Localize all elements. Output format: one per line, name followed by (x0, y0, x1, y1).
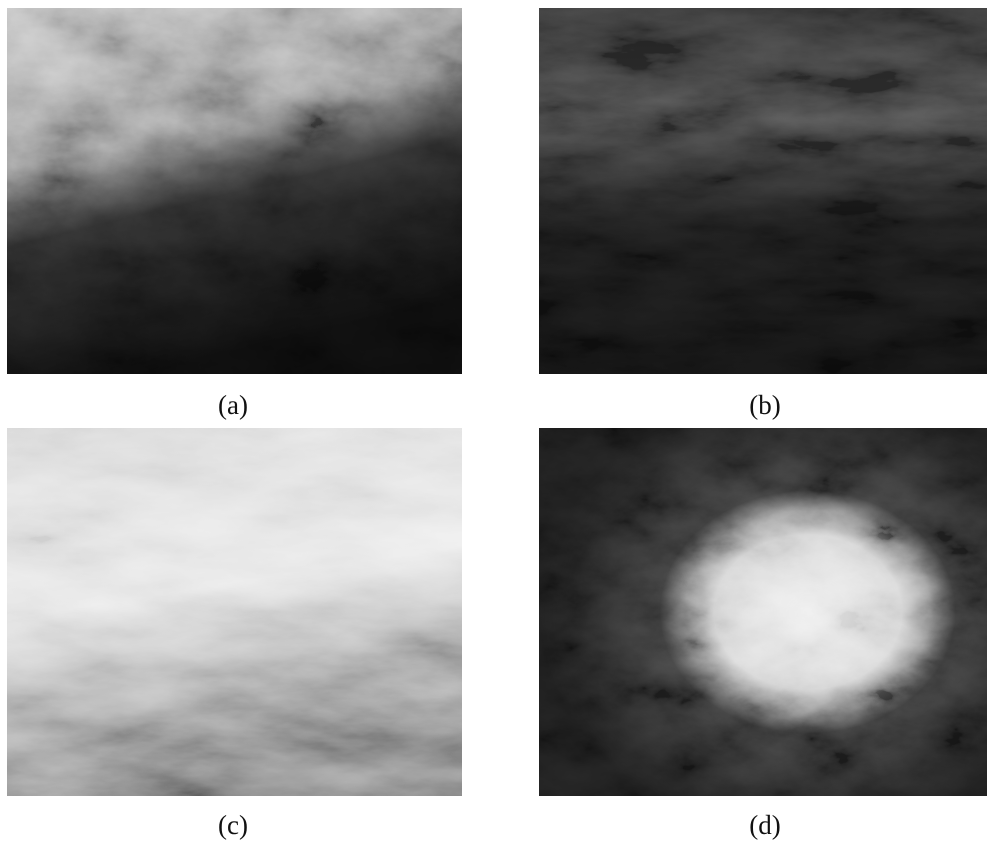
image-texture (539, 428, 987, 796)
image-texture (7, 8, 462, 374)
panel-label: (b) (749, 390, 780, 420)
panel-c: (c) (7, 428, 462, 840)
figure: (a) (b) (c) (d) (0, 0, 987, 843)
panel-a: (a) (7, 8, 462, 420)
image-texture (539, 8, 987, 374)
panel-label: (d) (749, 810, 780, 840)
panel-b: (b) (539, 8, 987, 420)
image-texture (7, 428, 462, 796)
panel-d: (d) (539, 428, 987, 840)
panel-label: (c) (218, 810, 248, 840)
panel-label: (a) (218, 390, 248, 420)
